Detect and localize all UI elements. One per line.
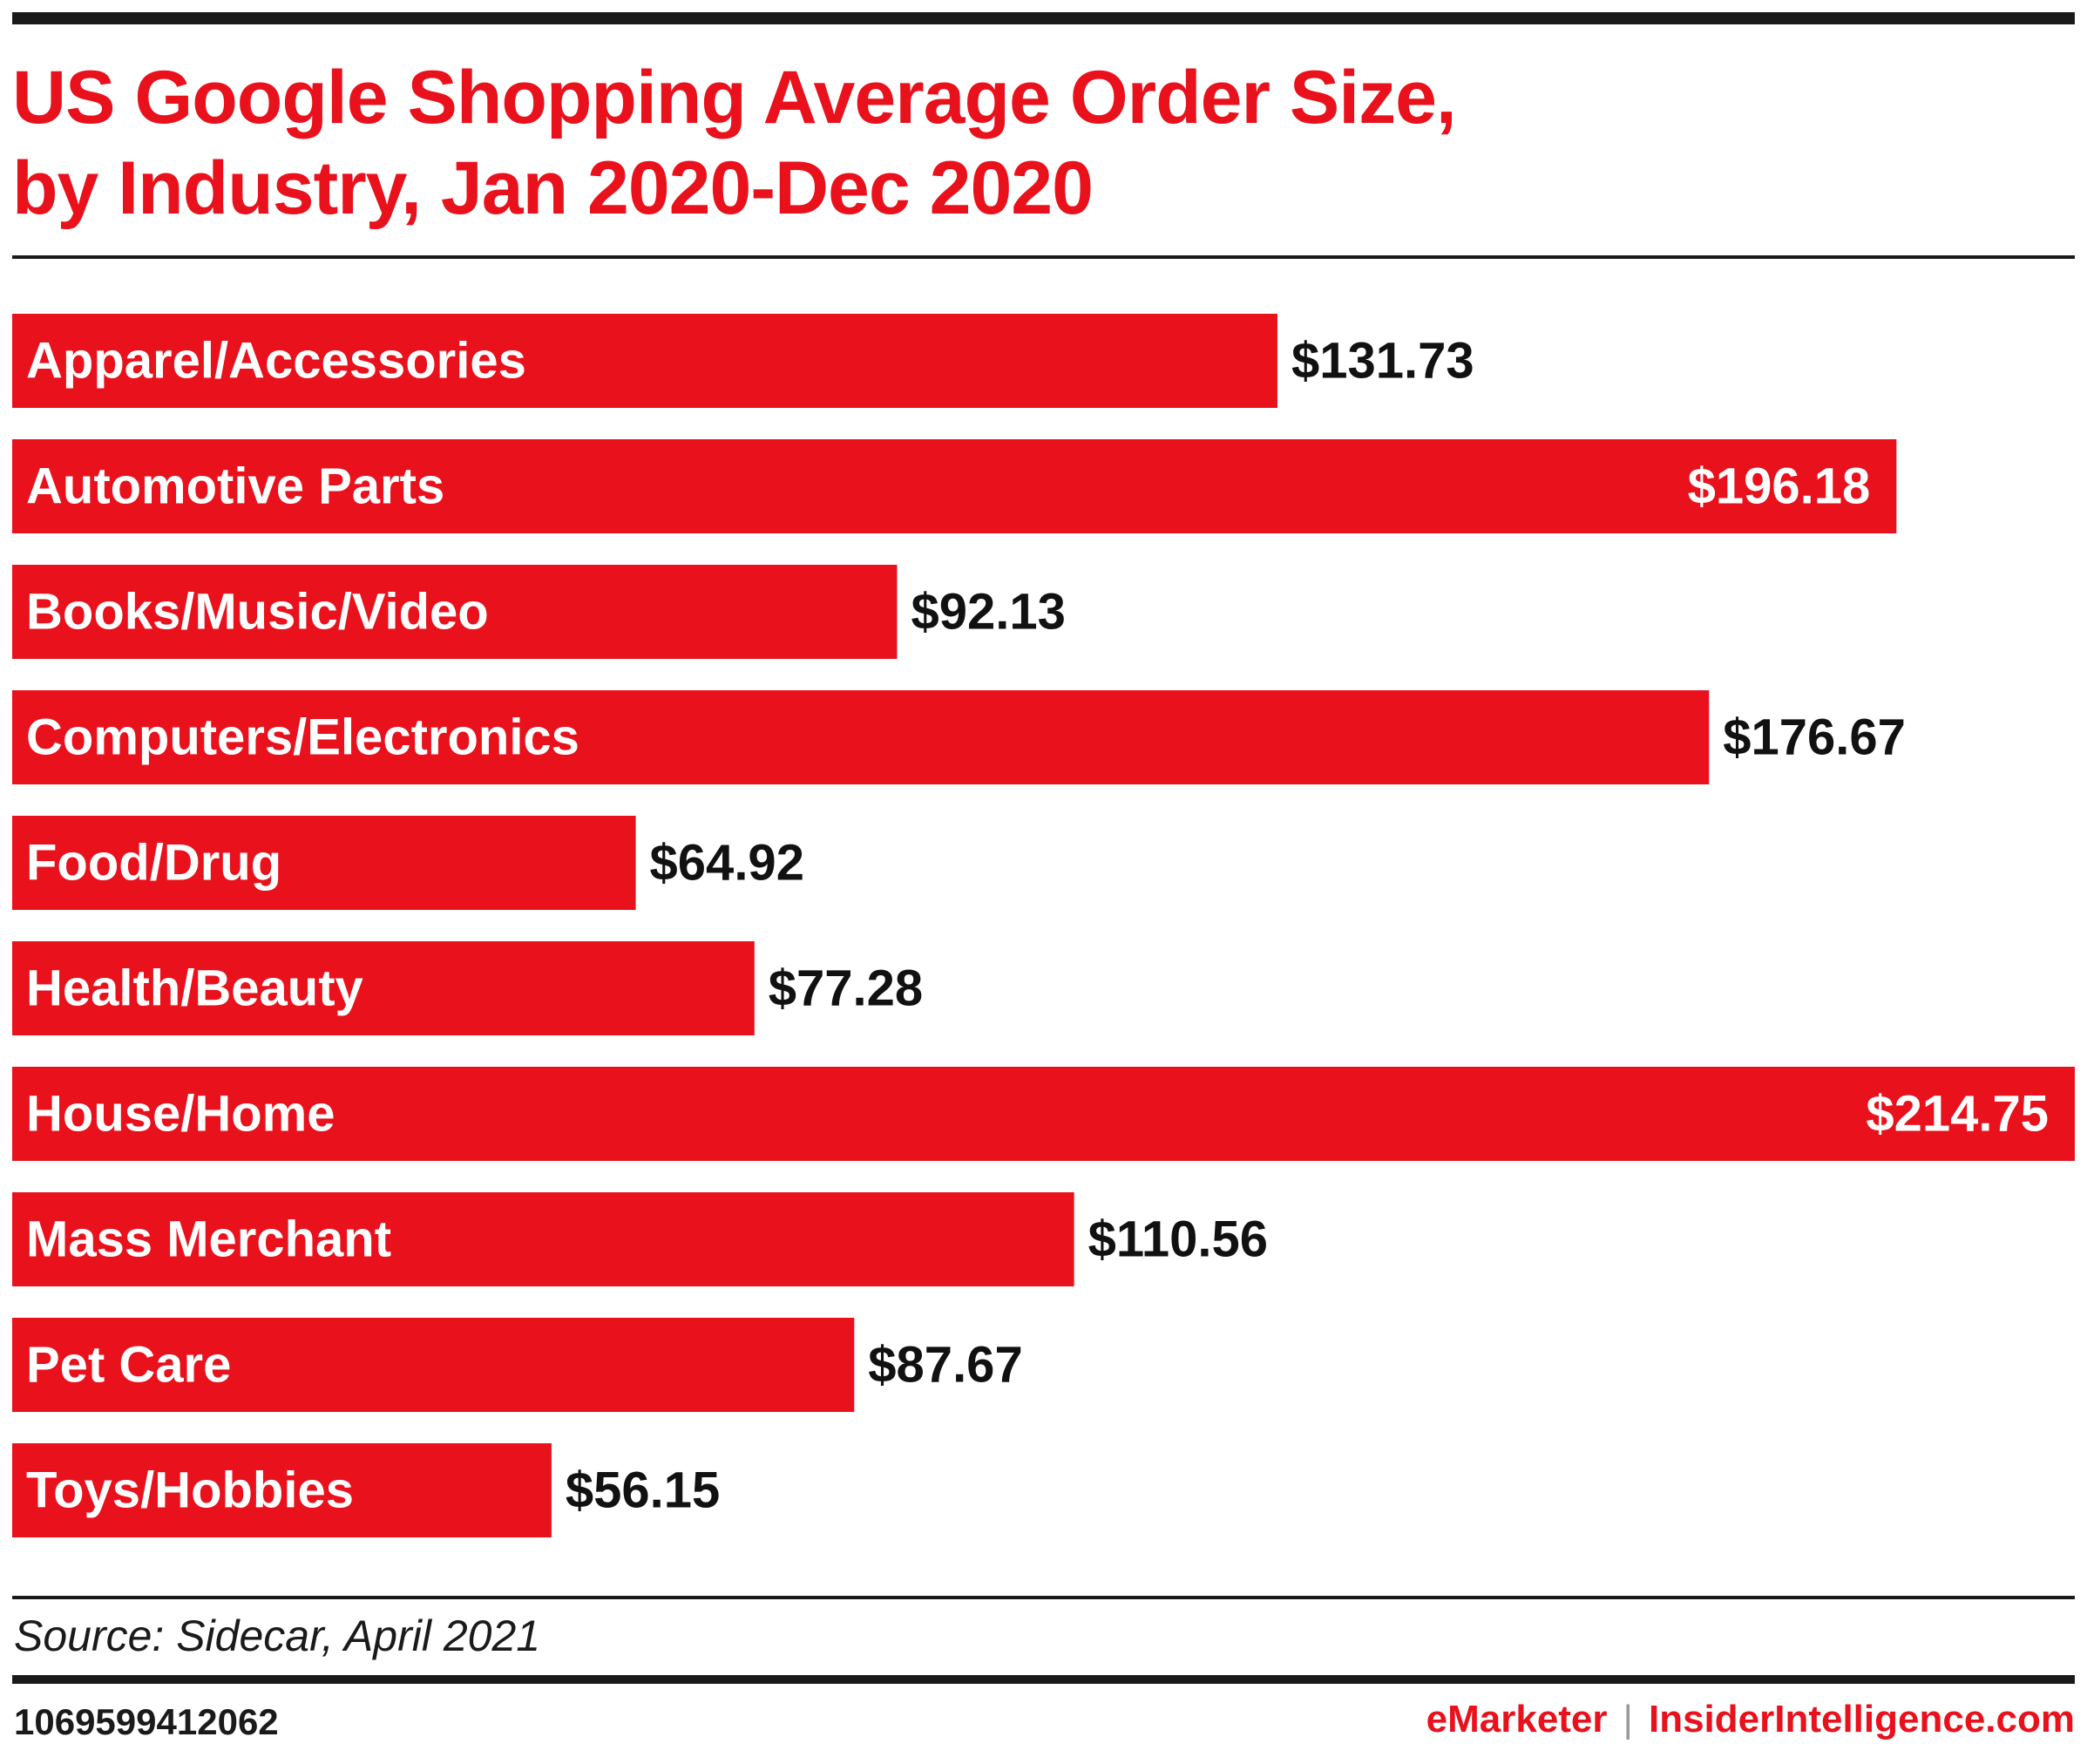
category-label-mass-merchant: Mass Merchant [26, 1211, 391, 1268]
category-label-apparel-accessories: Apparel/Accessories [26, 333, 526, 390]
brand-footer: eMarketer | InsiderIntelligence.com [1426, 1698, 2075, 1741]
bar-group-computers-electronics: Computers/Electronics $176.67 [12, 690, 1906, 784]
insider-intelligence-link[interactable]: InsiderIntelligence.com [1648, 1698, 2075, 1740]
value-label-house-home: $214.75 [1866, 1086, 2049, 1143]
bar-pet-care [12, 1318, 855, 1412]
category-label-books-music-video: Books/Music/Video [26, 584, 489, 641]
bar-group-apparel-accessories: Apparel/Accessories $131.73 [12, 314, 1474, 408]
chart-id: 1069599412062 [14, 1701, 279, 1742]
footer-divider [12, 1675, 2075, 1684]
bar-group-books-music-video: Books/Music/Video $92.13 [12, 565, 1066, 659]
bar-apparel-accessories [12, 314, 1277, 408]
category-label-pet-care: Pet Care [26, 1337, 231, 1394]
bar-computers-electronics [12, 690, 1710, 784]
title-divider [12, 255, 2075, 259]
category-label-food-drug: Food/Drug [26, 835, 281, 892]
chart-title-line-2: by Industry, Jan 2020-Dec 2020 [12, 146, 1094, 230]
value-label-computers-electronics: $176.67 [1723, 709, 1906, 766]
bar-group-toys-hobbies: Toys/Hobbies $56.15 [12, 1443, 720, 1537]
category-label-automotive-parts: Automotive Parts [26, 458, 444, 515]
category-label-toys-hobbies: Toys/Hobbies [26, 1462, 354, 1519]
value-label-food-drug: $64.92 [650, 835, 804, 892]
bar-house-home [12, 1067, 2075, 1161]
bar-toys-hobbies [12, 1443, 552, 1537]
source-divider [12, 1596, 2075, 1599]
emarketer-logo-text: eMarketer [1426, 1698, 1608, 1740]
value-label-toys-hobbies: $56.15 [566, 1462, 720, 1519]
bar-mass-merchant [12, 1192, 1074, 1286]
bar-food-drug [12, 816, 636, 910]
bar-group-food-drug: Food/Drug $64.92 [12, 816, 804, 910]
chart-title: US Google Shopping Average Order Size, b… [12, 52, 2016, 234]
bar-group-health-beauty: Health/Beauty $77.28 [12, 941, 923, 1035]
category-label-computers-electronics: Computers/Electronics [26, 709, 579, 766]
bar-automotive-parts [12, 439, 1897, 533]
category-label-health-beauty: Health/Beauty [26, 960, 363, 1017]
source-note: Source: Sidecar, April 2021 [14, 1611, 541, 1660]
value-label-mass-merchant: $110.56 [1088, 1211, 1268, 1268]
bar-health-beauty [12, 941, 755, 1035]
value-label-books-music-video: $92.13 [911, 584, 1065, 641]
chart-title-line-1: US Google Shopping Average Order Size, [12, 56, 1457, 139]
bar-group-house-home: House/Home $214.75 [12, 1067, 2075, 1161]
bar-group-automotive-parts: Automotive Parts $196.18 [12, 439, 1897, 533]
value-label-apparel-accessories: $131.73 [1291, 333, 1474, 390]
bar-books-music-video [12, 565, 898, 659]
top-rule [12, 12, 2075, 24]
value-label-automotive-parts: $196.18 [1688, 458, 1871, 515]
bar-chart: Apparel/Accessories $131.73 Automotive Par… [12, 314, 2075, 1537]
brand-separator: | [1623, 1698, 1633, 1740]
bar-group-pet-care: Pet Care $87.67 [12, 1318, 1023, 1412]
category-label-house-home: House/Home [26, 1086, 335, 1143]
value-label-health-beauty: $77.28 [769, 960, 923, 1017]
value-label-pet-care: $87.67 [868, 1337, 1022, 1394]
bar-group-mass-merchant: Mass Merchant $110.56 [12, 1192, 1268, 1286]
